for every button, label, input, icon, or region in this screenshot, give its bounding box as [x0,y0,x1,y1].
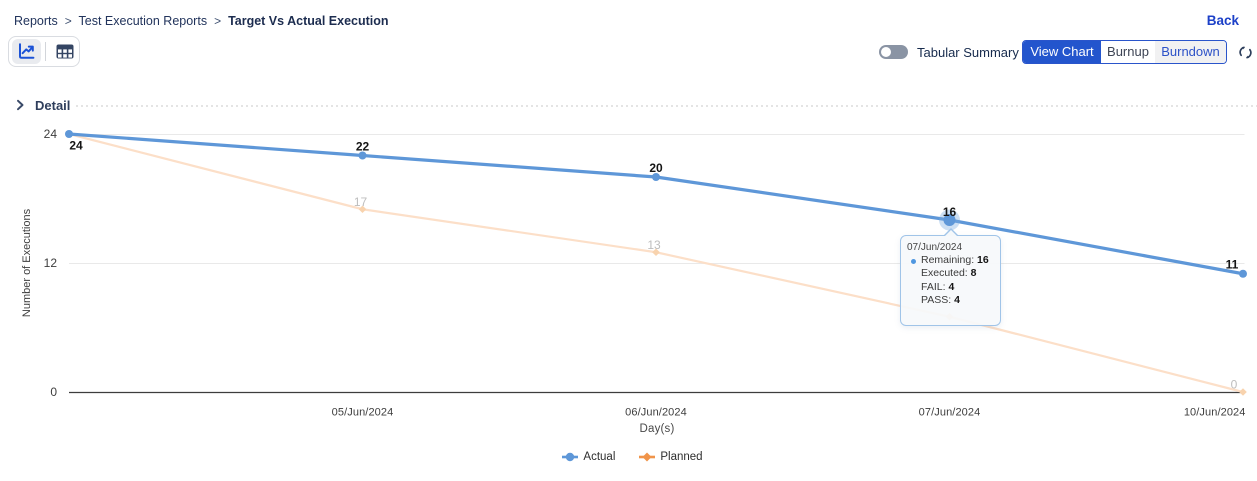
legend-item-actual[interactable]: Actual [562,451,615,463]
actual-point-label-1: 22 [356,140,370,154]
chevron-right-icon [17,99,24,111]
x-tick-label-1: 05/Jun/2024 [332,407,394,419]
line-chart-icon [18,43,35,59]
refresh-icon [1238,46,1252,58]
actual-legend-marker-icon [562,452,579,462]
tooltip-row-remaining: Remaining: 16 [907,254,994,267]
breadcrumb-separator-icon: > [64,13,72,28]
planned-point-2[interactable] [652,248,660,257]
actual-point-1[interactable] [358,151,367,160]
planned-legend-marker-icon [639,452,656,462]
planned-point-1[interactable] [358,205,367,214]
breadcrumb-test-execution-reports[interactable]: Test Execution Reports [78,13,208,28]
burnup-button[interactable]: Burnup [1101,40,1155,63]
planned-point-label-4: 0 [1231,378,1238,392]
table-view-button[interactable] [51,39,80,64]
tooltip-row-pass: PASS: 4 [921,294,960,307]
y-tick-label-0: 0 [50,385,57,399]
section-title: Detail [35,97,71,113]
y-axis-title: Number of Executions [21,208,33,317]
table-icon [56,44,74,59]
section-divider [76,104,1257,107]
x-tick-label-2: 06/Jun/2024 [625,407,687,419]
actual-point-label-3: 16 [943,205,957,219]
tabular-summary-toggle[interactable] [879,45,908,59]
back-link[interactable]: Back [1206,13,1239,28]
x-tick-label-3: 07/Jun/2024 [919,407,981,419]
detail-section-header[interactable]: Detail [16,97,1257,113]
actual-point-0[interactable] [65,130,73,138]
breadcrumb-separator-icon: > [214,13,222,28]
planned-point-label-1: 17 [354,195,368,209]
actual-point-4[interactable] [1239,269,1247,278]
refresh-button[interactable] [1238,45,1252,59]
y-tick-label-12: 12 [44,256,58,270]
actual-point-label-4: 11 [1226,257,1239,271]
tooltip-row-executed: Executed: 8 [921,267,977,280]
actual-point-2[interactable] [652,173,660,181]
breadcrumb-reports[interactable]: Reports [14,13,58,28]
planned-point-4[interactable] [1239,388,1247,396]
chart-type-segmented-control: View Chart Burnup Burndown [1022,39,1227,64]
planned-point-label-2: 13 [647,238,661,252]
tooltip-series-bullet-icon [911,258,916,264]
toggle-knob [881,47,891,57]
x-axis-title: Day(s) [639,423,674,435]
actual-point-label-0: 24 [69,139,83,153]
legend-label: Actual [583,451,616,463]
chart-view-button[interactable] [12,39,41,64]
breadcrumb: Reports > Test Execution Reports > Targe… [14,14,389,28]
tooltip-row-fail: FAIL: 4 [921,280,955,293]
legend-item-planned[interactable]: Planned [639,451,703,463]
actual-point-3[interactable] [943,214,956,226]
chart-tooltip: 07/Jun/2024 Remaining: 16 Executed: 8 FAIL… [900,228,1001,326]
actual-point-label-2: 20 [649,161,663,175]
tooltip-date: 07/Jun/2024 [907,242,963,253]
breadcrumb-current-page: Target Vs Actual Execution [228,13,389,28]
view-chart-button[interactable]: View Chart [1023,40,1101,63]
view-mode-switcher [8,36,80,67]
x-tick-label-4: 10/Jun/2024 [1184,407,1246,419]
tabular-summary-label: Tabular Summary [917,45,1019,60]
burndown-button[interactable]: Burndown [1155,40,1226,63]
legend-label: Planned [660,451,703,463]
toolbar-divider [44,42,46,61]
chart-legend: Actual Planned [4,451,1257,463]
y-tick-label-24: 24 [44,127,58,141]
